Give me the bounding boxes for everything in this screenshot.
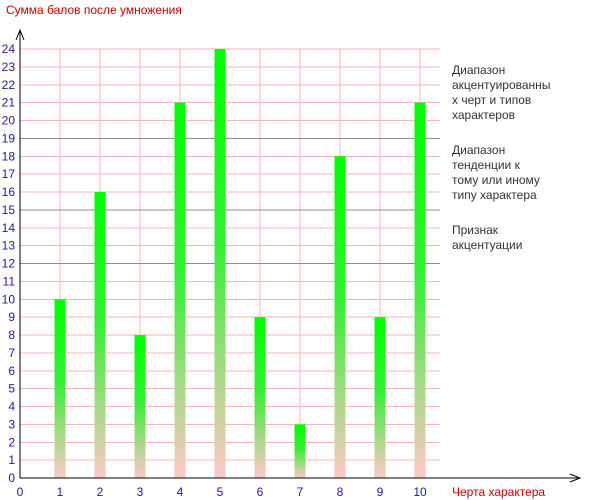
annotation-line: Диапазон: [452, 143, 506, 157]
y-tick-label: 20: [2, 114, 16, 128]
x-tick-label: 10: [413, 485, 427, 499]
annotation-line: тенденции к: [452, 158, 520, 172]
bar: [134, 335, 146, 478]
y-axis-title: Сумма балов после умножения: [6, 3, 182, 17]
annotation-tendency-range: Диапазон тенденции к тому или иному типу…: [452, 143, 592, 203]
bar: [254, 317, 266, 478]
annotation-line: х черт и типов: [452, 93, 532, 107]
y-tick-label: 22: [2, 78, 16, 92]
bar: [214, 49, 226, 478]
bar: [54, 299, 66, 478]
x-axis-arrow-icon: [569, 473, 582, 483]
x-tick-label: 2: [97, 485, 104, 499]
x-tick-label: 8: [337, 485, 344, 499]
y-tick-label: 14: [2, 221, 16, 235]
y-tick-label: 24: [2, 42, 16, 56]
annotation-accentuation-sign: Признак акцентуации: [452, 223, 592, 253]
y-tick-label: 23: [2, 60, 16, 74]
y-tick-label: 12: [2, 257, 16, 271]
annotation-line: Признак: [452, 223, 499, 237]
x-tick-label: 0: [17, 485, 24, 499]
y-tick-label: 2: [8, 435, 15, 449]
bar: [334, 156, 346, 478]
x-tick-label: 6: [257, 485, 264, 499]
y-tick-label: 7: [8, 346, 15, 360]
bar: [414, 102, 426, 478]
bar: [374, 317, 386, 478]
annotation-line: Диапазон: [452, 63, 506, 77]
y-tick-label: 9: [8, 310, 15, 324]
x-tick-label: 7: [297, 485, 304, 499]
y-tick-label: 16: [2, 185, 16, 199]
annotation-line: акцентуации: [452, 238, 523, 252]
y-tick-label: 21: [2, 96, 16, 110]
x-tick-label: 4: [177, 485, 184, 499]
y-tick-label: 19: [2, 131, 16, 145]
annotation-line: характеров: [452, 108, 516, 122]
y-tick-label: 13: [2, 239, 16, 253]
axes: [15, 28, 582, 483]
y-tick-label: 8: [8, 328, 15, 342]
x-axis-title: Черта характера: [452, 485, 546, 499]
annotation-line: акцентуированны: [452, 78, 551, 92]
y-tick-label: 17: [2, 167, 16, 181]
y-tick-label: 11: [3, 274, 16, 288]
annotation-accentuated-range: Диапазон акцентуированны х черт и типов …: [452, 63, 592, 123]
y-tick-label: 6: [8, 364, 15, 378]
y-tick-label: 10: [2, 292, 16, 306]
bars: [54, 49, 426, 478]
bar: [94, 192, 106, 478]
bar: [294, 424, 306, 478]
x-tick-label: 5: [217, 485, 224, 499]
x-tick-label: 1: [57, 485, 64, 499]
y-tick-label: 1: [8, 453, 15, 467]
x-tick-label: 3: [137, 485, 144, 499]
y-tick-label: 3: [8, 417, 15, 431]
y-tick-label: 0: [8, 471, 15, 485]
bar: [174, 102, 186, 478]
y-axis-arrow-icon: [15, 28, 25, 41]
y-tick-label: 18: [2, 149, 16, 163]
y-tick-label: 5: [8, 382, 15, 396]
annotation-line: типу характера: [452, 188, 537, 202]
y-tick-label: 15: [2, 203, 16, 217]
y-tick-label: 4: [8, 400, 15, 414]
x-tick-labels: 0 1 2 3 4 5 6 7 8 9 10: [17, 485, 427, 499]
annotation-line: тому или иному: [452, 173, 540, 187]
x-tick-label: 9: [377, 485, 384, 499]
threshold-lines: [20, 137, 440, 264]
